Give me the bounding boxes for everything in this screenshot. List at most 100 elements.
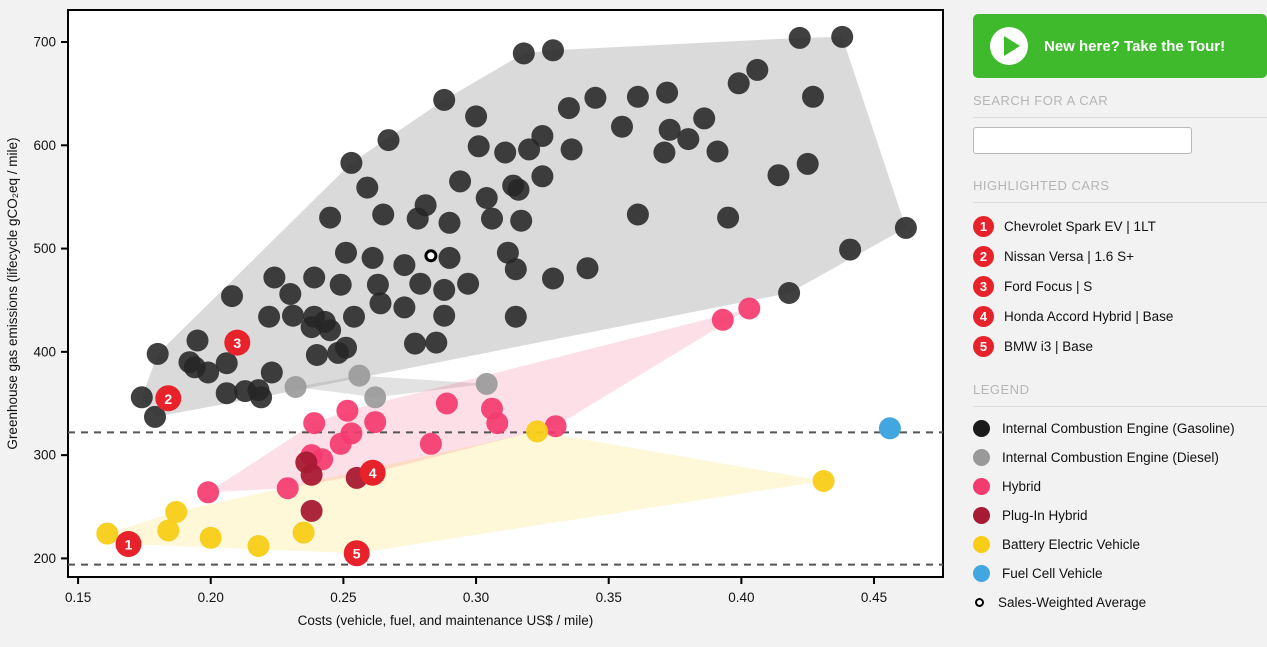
data-point[interactable] (504, 258, 527, 281)
data-point[interactable] (340, 151, 363, 174)
data-point[interactable] (279, 283, 302, 305)
data-point[interactable] (393, 296, 416, 319)
data-point[interactable] (486, 412, 509, 435)
data-point[interactable] (197, 361, 220, 384)
data-point[interactable] (467, 135, 490, 158)
data-point[interactable] (364, 386, 387, 409)
data-point[interactable] (878, 417, 901, 440)
data-point[interactable] (292, 521, 315, 544)
data-point[interactable] (653, 141, 676, 164)
data-point[interactable] (221, 285, 243, 308)
data-point[interactable] (518, 138, 541, 161)
highlighted-car-item[interactable]: 5 BMW i3 | Base (973, 331, 1267, 361)
data-point[interactable] (303, 412, 326, 435)
data-point[interactable] (788, 26, 811, 49)
data-point[interactable] (839, 238, 862, 261)
data-point[interactable] (393, 254, 416, 277)
data-point[interactable] (796, 152, 819, 175)
data-point[interactable] (457, 272, 480, 295)
data-point[interactable] (778, 282, 801, 304)
data-point[interactable] (576, 257, 599, 280)
highlighted-car-item[interactable]: 3 Ford Focus | S (973, 271, 1267, 301)
data-point[interactable] (165, 500, 188, 523)
highlighted-car-item[interactable]: 4 Honda Accord Hybrid | Base (973, 301, 1267, 331)
data-point[interactable] (377, 129, 400, 152)
highlight-marker[interactable] (343, 540, 370, 567)
data-point[interactable] (372, 203, 395, 226)
highlight-marker[interactable] (115, 531, 142, 557)
data-point[interactable] (199, 526, 222, 549)
data-point[interactable] (300, 463, 323, 486)
data-point[interactable] (340, 422, 363, 445)
data-point[interactable] (894, 216, 917, 239)
data-point[interactable] (404, 332, 426, 355)
data-point[interactable] (435, 392, 458, 415)
data-point[interactable] (438, 246, 461, 269)
data-point[interactable] (504, 305, 527, 328)
data-point[interactable] (746, 58, 769, 81)
data-point[interactable] (366, 273, 389, 296)
data-point[interactable] (369, 292, 392, 315)
data-point[interactable] (343, 305, 365, 328)
data-point[interactable] (510, 209, 533, 232)
data-point[interactable] (526, 420, 549, 443)
highlighted-car-item[interactable]: 1 Chevrolet Spark EV | 1LT (973, 211, 1267, 241)
data-point[interactable] (475, 187, 498, 209)
data-point[interactable] (348, 364, 371, 387)
data-point[interactable] (502, 174, 525, 197)
data-point[interactable] (356, 176, 379, 199)
data-point[interactable] (512, 42, 535, 65)
data-point[interactable] (215, 352, 238, 375)
data-point[interactable] (449, 170, 472, 193)
data-point[interactable] (465, 105, 488, 128)
data-point[interactable] (738, 297, 761, 320)
data-point[interactable] (260, 361, 283, 384)
data-point[interactable] (186, 329, 209, 352)
data-point[interactable] (560, 138, 583, 161)
data-point[interactable] (247, 535, 270, 557)
data-point[interactable] (767, 164, 790, 187)
data-point[interactable] (319, 319, 342, 342)
data-point[interactable] (335, 241, 357, 264)
data-point[interactable] (409, 272, 432, 295)
data-point[interactable] (96, 522, 119, 545)
data-point[interactable] (303, 266, 326, 289)
data-point[interactable] (364, 411, 387, 434)
data-point[interactable] (531, 125, 554, 147)
data-point[interactable] (361, 246, 384, 269)
data-point[interactable] (531, 165, 554, 188)
data-point[interactable] (544, 415, 567, 438)
data-point[interactable] (433, 278, 456, 301)
data-point[interactable] (727, 72, 750, 95)
data-point[interactable] (626, 85, 649, 108)
data-point[interactable] (542, 267, 564, 290)
data-point[interactable] (327, 341, 350, 364)
data-point[interactable] (284, 376, 307, 398)
highlight-marker[interactable] (224, 329, 251, 356)
data-point[interactable] (677, 128, 700, 151)
data-point[interactable] (276, 477, 299, 500)
data-point[interactable] (144, 405, 166, 428)
data-point[interactable] (300, 499, 323, 522)
highlight-marker[interactable] (155, 385, 182, 412)
data-point[interactable] (706, 140, 729, 163)
data-point[interactable] (481, 207, 503, 230)
data-point[interactable] (406, 207, 429, 230)
highlight-marker[interactable] (359, 459, 386, 486)
data-point[interactable] (494, 141, 517, 164)
data-point[interactable] (258, 305, 281, 328)
data-point[interactable] (802, 85, 824, 108)
highlighted-car-item[interactable]: 2 Nissan Versa | 1.6 S+ (973, 241, 1267, 271)
data-point[interactable] (717, 206, 740, 229)
data-point[interactable] (215, 382, 238, 405)
data-point[interactable] (305, 344, 328, 366)
data-point[interactable] (831, 25, 854, 48)
data-point[interactable] (197, 481, 220, 504)
data-point[interactable] (336, 399, 359, 422)
data-point[interactable] (611, 115, 633, 138)
search-input[interactable] (973, 127, 1192, 154)
data-point[interactable] (433, 88, 456, 111)
data-point[interactable] (693, 107, 716, 130)
data-point[interactable] (329, 273, 352, 296)
data-point[interactable] (711, 308, 734, 331)
